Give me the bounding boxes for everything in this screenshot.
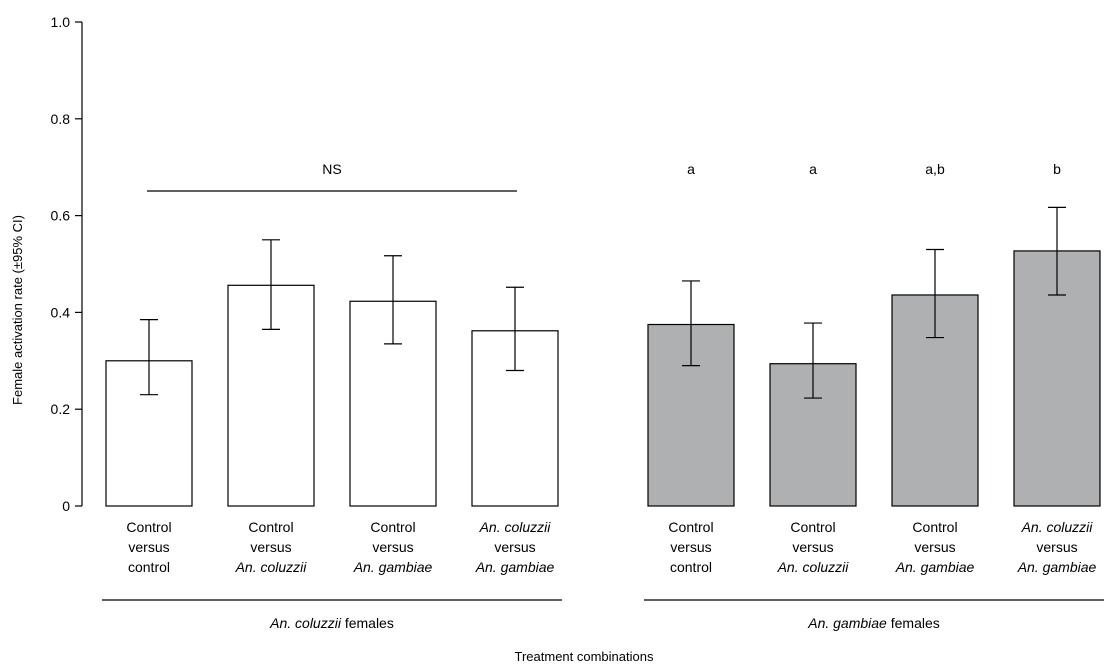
x-category-label: An. gambiae (895, 559, 975, 575)
x-category-labels: Control versus control Control versus An. col… (126, 519, 1096, 575)
x-category-label: An. gambiae (1017, 559, 1097, 575)
x-category-label: versus (792, 539, 833, 555)
y-tick-label: 0.4 (51, 304, 71, 320)
x-category-label: An. coluzzii (479, 519, 552, 535)
y-tick-label: 1.0 (51, 14, 71, 30)
group-labels: An. coluzzii females An. gambiae females (102, 599, 1104, 631)
x-axis-title: Treatment combinations (515, 649, 654, 664)
x-category-label: versus (128, 539, 169, 555)
x-category-label: versus (250, 539, 291, 555)
x-category-label: Control (790, 519, 835, 535)
significance-letter: a (687, 161, 695, 177)
error-bar (926, 248, 944, 339)
x-category-label: versus (372, 539, 413, 555)
bars (105, 206, 1101, 507)
x-category-label: versus (670, 539, 711, 555)
x-category-label: versus (914, 539, 955, 555)
x-category-label: Control (912, 519, 957, 535)
y-axis: 0 0.2 0.4 0.6 0.8 1.0 (51, 14, 83, 514)
x-category-label: Control (126, 519, 171, 535)
significance-ns-label: NS (322, 161, 341, 177)
y-tick-label: 0.2 (51, 401, 71, 417)
x-category-label: An. coluzzii (1021, 519, 1094, 535)
significance-letter: b (1053, 161, 1061, 177)
error-bar (1048, 206, 1066, 296)
y-tick-label: 0.6 (51, 208, 71, 224)
y-tick-label: 0 (62, 498, 70, 514)
x-category-label: control (670, 559, 712, 575)
group-label: An. gambiae females (807, 615, 940, 631)
y-tick-label: 0.8 (51, 111, 71, 127)
x-category-label: An. coluzzii (777, 559, 850, 575)
group-label: An. coluzzii females (269, 615, 394, 631)
x-category-label: versus (494, 539, 535, 555)
error-bar (506, 286, 524, 372)
x-category-label: An. gambiae (353, 559, 433, 575)
x-category-label: Control (370, 519, 415, 535)
error-bar (682, 280, 700, 367)
x-category-label: versus (1036, 539, 1077, 555)
error-bar (804, 322, 822, 399)
error-bar (140, 319, 158, 396)
significance-annotations: NS a a a,b b (147, 161, 1061, 192)
significance-letter: a,b (925, 161, 945, 177)
x-category-label: An. gambiae (475, 559, 555, 575)
significance-letter: a (809, 161, 817, 177)
x-category-label: An. coluzzii (235, 559, 308, 575)
x-category-label: control (128, 559, 170, 575)
error-bar (262, 239, 280, 330)
error-bar (384, 255, 402, 345)
x-category-label: Control (668, 519, 713, 535)
y-axis-title: Female activation rate (±95% CI) (10, 215, 25, 405)
x-category-label: Control (248, 519, 293, 535)
